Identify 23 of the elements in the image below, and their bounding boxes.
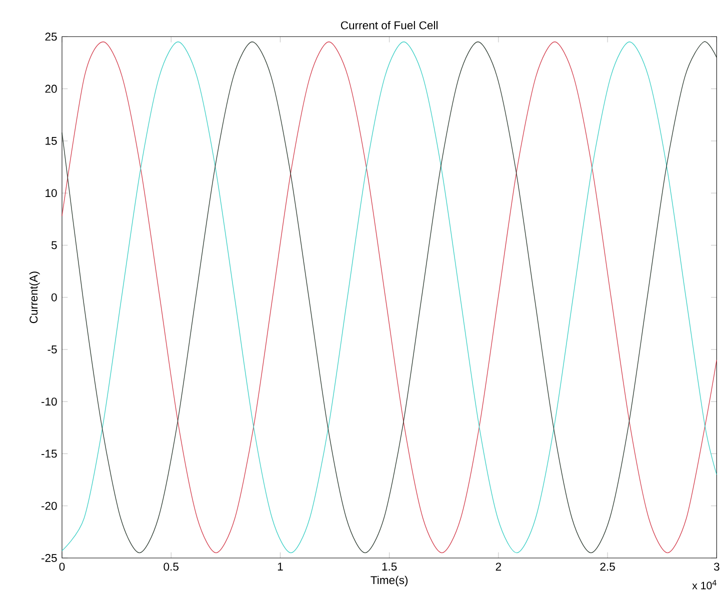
x-axis-title: Time(s) xyxy=(370,576,408,586)
x-tick-label: 1.5 xyxy=(382,562,397,571)
y-tick-label: -25 xyxy=(41,554,57,562)
x-tick-label: 2.5 xyxy=(600,562,615,571)
y-tick-label: -20 xyxy=(41,502,57,510)
y-tick-label: 20 xyxy=(45,84,57,93)
chart-title: Current of Fuel Cell xyxy=(340,21,438,30)
y-tick-label: 15 xyxy=(46,136,57,145)
y-tick-label: 5 xyxy=(51,241,57,250)
y-axis-title: Current(A) xyxy=(29,272,40,324)
x-tick-label: 0 xyxy=(59,562,65,571)
y-tick-label: -10 xyxy=(41,398,57,406)
text: x 10$^{4}$ xyxy=(692,580,716,590)
x-tick-label: 0.5 xyxy=(164,562,178,571)
x-tick-label: 1 xyxy=(278,562,283,570)
y-tick-label: -5 xyxy=(48,346,57,354)
x-tick-label: 2 xyxy=(496,562,502,571)
y-tick-label: 25 xyxy=(45,32,57,41)
y-tick-label: -15 xyxy=(41,450,57,458)
line-series xyxy=(62,42,718,554)
x-tick-label: 3 xyxy=(714,562,720,571)
y-tick-label: 10 xyxy=(46,189,57,198)
y-tick-label: 0 xyxy=(51,293,57,302)
